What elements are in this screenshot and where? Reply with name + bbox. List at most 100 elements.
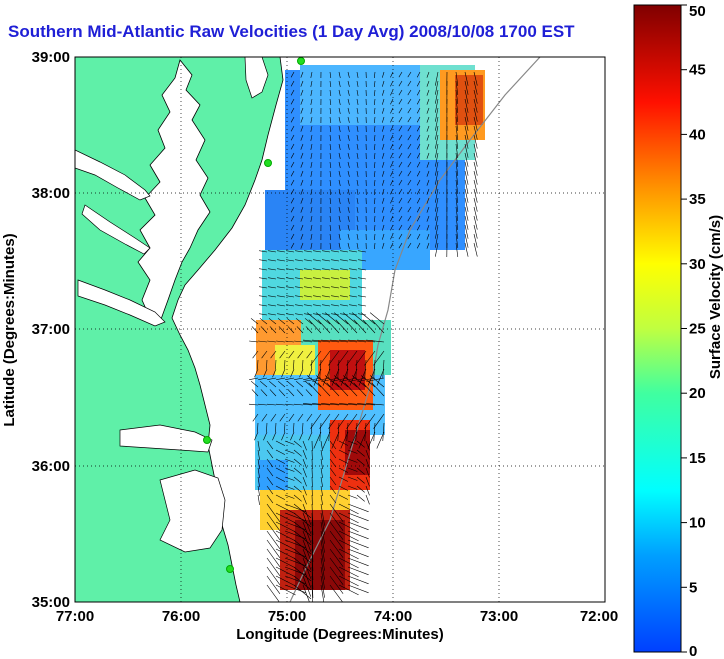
velocity-arrow [426,170,430,177]
velocity-arrow [338,512,359,524]
velocity-arrow [367,368,376,386]
x-tick-label: 73:00 [480,608,518,625]
velocity-arrow [330,339,349,343]
velocity-arrow [338,530,359,542]
velocity-arrow [473,242,478,257]
velocity-arrow [435,143,439,158]
velocity-arrow [338,467,349,473]
velocity-arrow [259,295,268,298]
velocity-arrow [275,403,286,406]
velocity-arrow [358,250,367,253]
velocity-arrow [390,125,394,132]
velocity-arrow [347,215,350,222]
velocity-arrow [311,566,314,590]
velocity-arrow [257,403,268,406]
velocity-arrow [310,161,313,168]
velocity-arrow [302,359,304,370]
velocity-arrow [313,304,322,307]
velocity-arrow [356,206,359,213]
velocity-arrow [455,215,459,230]
velocity-arrow [407,125,412,132]
velocity-arrow [473,125,478,140]
velocity-arrow [339,339,358,343]
velocity-arrow [455,188,459,203]
velocity-arrow [290,170,295,177]
velocity-arrow [284,494,295,499]
velocity-arrow [455,143,459,158]
velocity-arrow [339,403,358,406]
velocity-arrow [398,224,403,231]
velocity-arrow [277,313,286,316]
velocity-arrow [382,206,385,213]
velocity-arrow [473,188,478,203]
velocity-arrow [382,152,385,159]
velocity-arrow [407,152,412,159]
velocity-arrow [311,503,314,527]
velocity-arrow [338,197,341,204]
velocity-arrow [390,242,394,249]
velocity-arrow [464,224,469,239]
velocity-arrow [365,449,370,460]
velocity-arrow [329,116,332,124]
velocity-arrow [304,380,313,388]
velocity-arrow [435,107,439,122]
velocity-arrow [416,71,421,78]
velocity-arrow [293,512,312,528]
velocity-arrow [398,242,403,249]
velocity-arrow [356,485,365,493]
velocity-arrow [390,89,394,96]
velocity-arrow [275,476,286,482]
velocity-arrow [302,440,307,451]
velocity-arrow [329,530,344,549]
velocity-arrow [290,431,295,441]
velocity-arrow [304,250,313,253]
velocity-arrow [328,359,331,379]
velocity-arrow [398,179,403,186]
velocity-arrow [302,476,307,487]
velocity-arrow [416,224,421,231]
velocity-arrow [302,521,312,543]
colorbar-tick-label: 25 [689,321,706,338]
velocity-arrow [284,359,286,370]
velocity-arrow [310,152,313,159]
velocity-arrow [390,143,394,150]
velocity-arrow [302,494,307,505]
velocity-arrow [390,161,394,168]
velocity-arrow [302,449,307,460]
velocity-arrow [435,125,439,140]
velocity-arrow [340,250,349,253]
velocity-arrow [275,467,286,473]
velocity-arrow [398,98,403,105]
velocity-arrow [455,89,459,104]
velocity-arrow [338,548,359,560]
velocity-arrow [268,277,277,280]
velocity-arrow [284,440,295,445]
velocity-arrow [333,312,349,325]
velocity-arrow [308,368,313,378]
velocity-arrow [290,233,295,240]
velocity-arrow [347,89,350,96]
velocity-arrow [263,368,268,378]
velocity-arrow [310,98,313,105]
velocity-arrow [347,485,358,490]
velocity-arrow [252,413,259,422]
velocity-arrow [293,467,302,475]
colorbar-tick-label: 0 [689,643,697,659]
velocity-arrow [364,359,367,379]
velocity-arrow [338,152,341,159]
velocity-arrow [268,380,277,388]
velocity-arrow [257,359,259,370]
velocity-arrow [310,224,313,231]
velocity-arrow [407,116,412,123]
velocity-arrow [335,319,349,334]
velocity-arrow [329,566,344,585]
velocity-arrow [390,98,394,105]
velocity-arrow [473,224,478,239]
velocity-arrow [371,382,385,397]
velocity-arrow [435,224,439,239]
velocity-arrow [293,539,312,555]
velocity-arrow [374,107,376,115]
velocity-arrow [464,242,469,257]
velocity-arrow [306,312,322,325]
velocity-arrow [320,440,323,451]
